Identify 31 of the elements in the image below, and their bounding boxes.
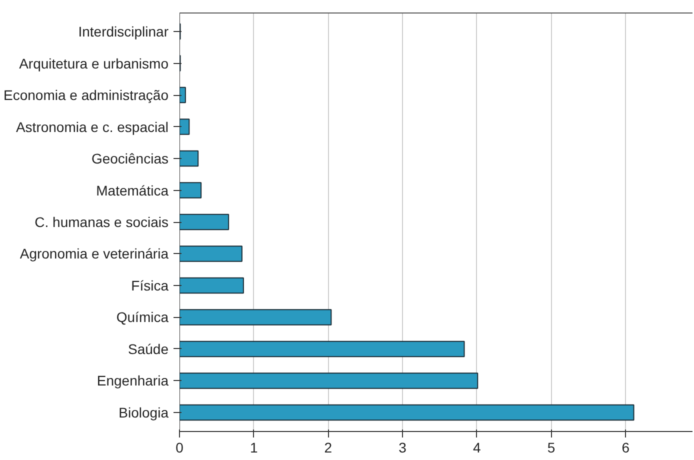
bar [180, 246, 242, 262]
y-tick-label: Engenharia [96, 372, 169, 389]
bar [180, 118, 190, 135]
y-tick-label: Geociências [91, 150, 169, 167]
y-tick-label: Matemática [96, 182, 169, 198]
y-tick-label: Física [131, 277, 169, 294]
bar [180, 182, 202, 198]
bar [180, 372, 478, 389]
y-tick-label: Biologia [118, 404, 169, 420]
y-tick-label: Economia e administração [4, 87, 169, 104]
bar [180, 404, 634, 421]
bar [180, 214, 230, 230]
x-tick-label: 1 [250, 440, 258, 456]
y-tick-label: Interdisciplinar [78, 24, 169, 40]
bar [180, 86, 186, 104]
bar [180, 309, 332, 326]
bar [180, 150, 199, 167]
y-tick-label: Saúde [128, 340, 169, 357]
x-tick-label: 4 [473, 440, 481, 456]
x-tick-label: 5 [547, 440, 556, 456]
bar [180, 277, 244, 294]
y-tick-label: Astronomia e c. espacial [16, 118, 169, 135]
x-tick-label: 2 [324, 440, 332, 456]
x-tick-label: 0 [176, 440, 184, 456]
x-tick-label: 6 [622, 440, 630, 456]
bar [180, 340, 465, 358]
y-tick-label: Arquitetura e urbanismo [19, 55, 169, 72]
y-tick-label: C. humanas e sociais [34, 214, 169, 230]
y-tick-label: Química [116, 309, 169, 326]
y-tick-label: Agronomia e veterinária [20, 246, 169, 262]
x-tick-label: 3 [398, 440, 407, 456]
